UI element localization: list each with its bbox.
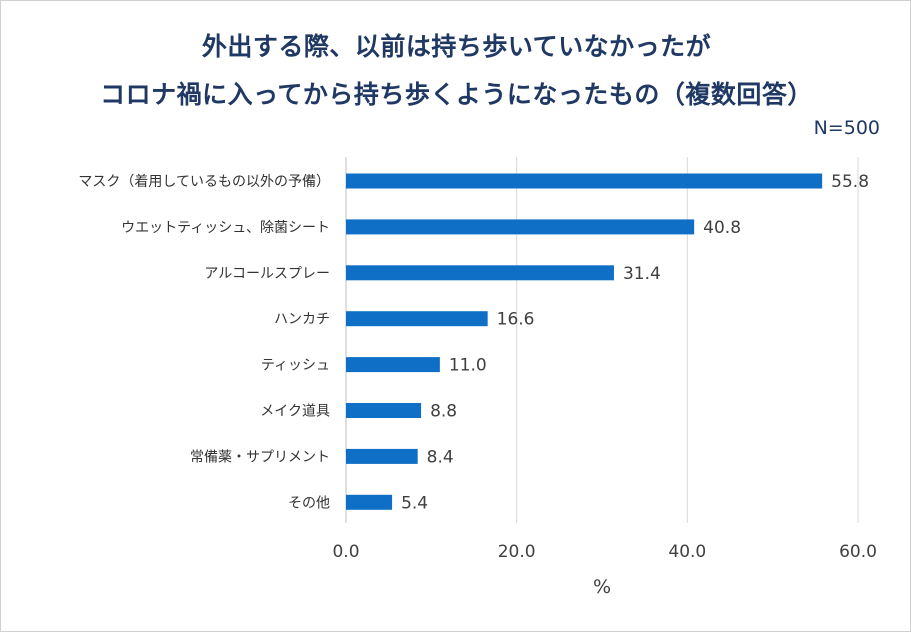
x-tick-label: 20.0 xyxy=(498,542,536,562)
chart-title-line-1: 外出する際、以前は持ち歩いていなかったが xyxy=(201,32,712,61)
x-tick-label: 0.0 xyxy=(332,542,359,562)
value-label: 40.8 xyxy=(703,218,741,238)
bar-5 xyxy=(346,403,422,418)
bar-0 xyxy=(346,173,823,189)
x-tick-label: 40.0 xyxy=(668,542,706,562)
sample-size-label: N=500 xyxy=(813,117,880,139)
value-labels: 55.8 40.8 31.4 16.6 11.0 8.8 8.4 5.4 xyxy=(401,172,869,513)
chart-title-line-2: コロナ禍に入ってから持ち歩くようになったもの（複数回答） xyxy=(100,80,813,109)
bar-6 xyxy=(346,448,418,464)
value-label: 11.0 xyxy=(449,356,487,376)
category-label: マスク（着用しているもの以外の予備） xyxy=(78,174,330,190)
x-axis-label: % xyxy=(593,576,611,598)
value-label: 8.8 xyxy=(430,402,457,422)
bar-4 xyxy=(346,357,440,373)
category-label: ウエットティッシュ、除菌シート xyxy=(121,220,330,236)
value-label: 16.6 xyxy=(497,310,535,330)
value-label: 5.4 xyxy=(401,493,428,513)
x-tick-labels: 0.0 20.0 40.0 60.0 xyxy=(332,542,876,562)
bar-7 xyxy=(346,494,393,510)
bar-1 xyxy=(346,219,695,235)
category-label: アルコールスプレー xyxy=(204,266,330,282)
bars xyxy=(346,173,823,510)
category-label: 常備薬・サプリメント xyxy=(190,449,330,465)
grid-lines xyxy=(345,157,859,523)
value-label: 8.4 xyxy=(427,447,454,467)
category-label: ティッシュ xyxy=(261,358,330,374)
bar-3 xyxy=(346,311,488,327)
category-labels: マスク（着用しているもの以外の予備） ウエットティッシュ、除菌シートアルコールスプ… xyxy=(78,174,330,511)
bar-2 xyxy=(346,265,614,281)
value-label: 31.4 xyxy=(623,264,661,284)
category-label: メイク道具 xyxy=(260,404,330,420)
value-label: 55.8 xyxy=(831,172,869,192)
category-label: ハンカチ xyxy=(274,312,330,328)
category-label: その他 xyxy=(288,495,330,511)
x-tick-label: 60.0 xyxy=(839,542,877,562)
